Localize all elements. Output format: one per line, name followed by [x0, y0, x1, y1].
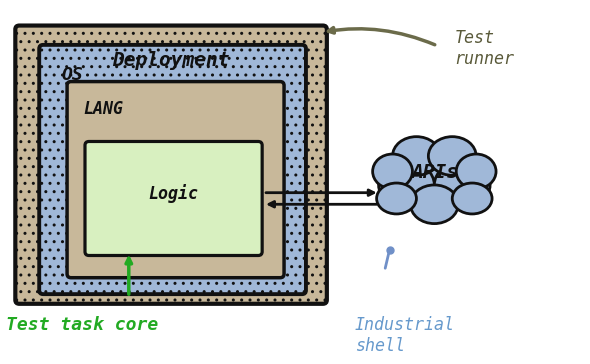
Ellipse shape [379, 162, 434, 208]
FancyBboxPatch shape [15, 25, 327, 304]
Ellipse shape [376, 183, 417, 214]
Text: Industrial
shell: Industrial shell [355, 316, 455, 355]
Text: APIs: APIs [411, 163, 458, 182]
Text: LANG: LANG [83, 100, 123, 118]
Text: OS: OS [61, 66, 83, 84]
Text: Deployment: Deployment [112, 51, 230, 70]
Text: Test task core: Test task core [6, 316, 159, 335]
Ellipse shape [411, 185, 458, 223]
Text: Logic: Logic [149, 184, 199, 203]
Ellipse shape [428, 136, 476, 175]
FancyBboxPatch shape [67, 82, 284, 278]
Ellipse shape [434, 162, 490, 208]
Ellipse shape [456, 154, 496, 189]
FancyBboxPatch shape [39, 45, 306, 294]
Ellipse shape [453, 183, 492, 214]
Ellipse shape [396, 148, 472, 206]
Ellipse shape [392, 136, 440, 175]
Text: Test
runner: Test runner [454, 29, 514, 68]
Ellipse shape [373, 154, 412, 189]
FancyBboxPatch shape [85, 142, 262, 256]
